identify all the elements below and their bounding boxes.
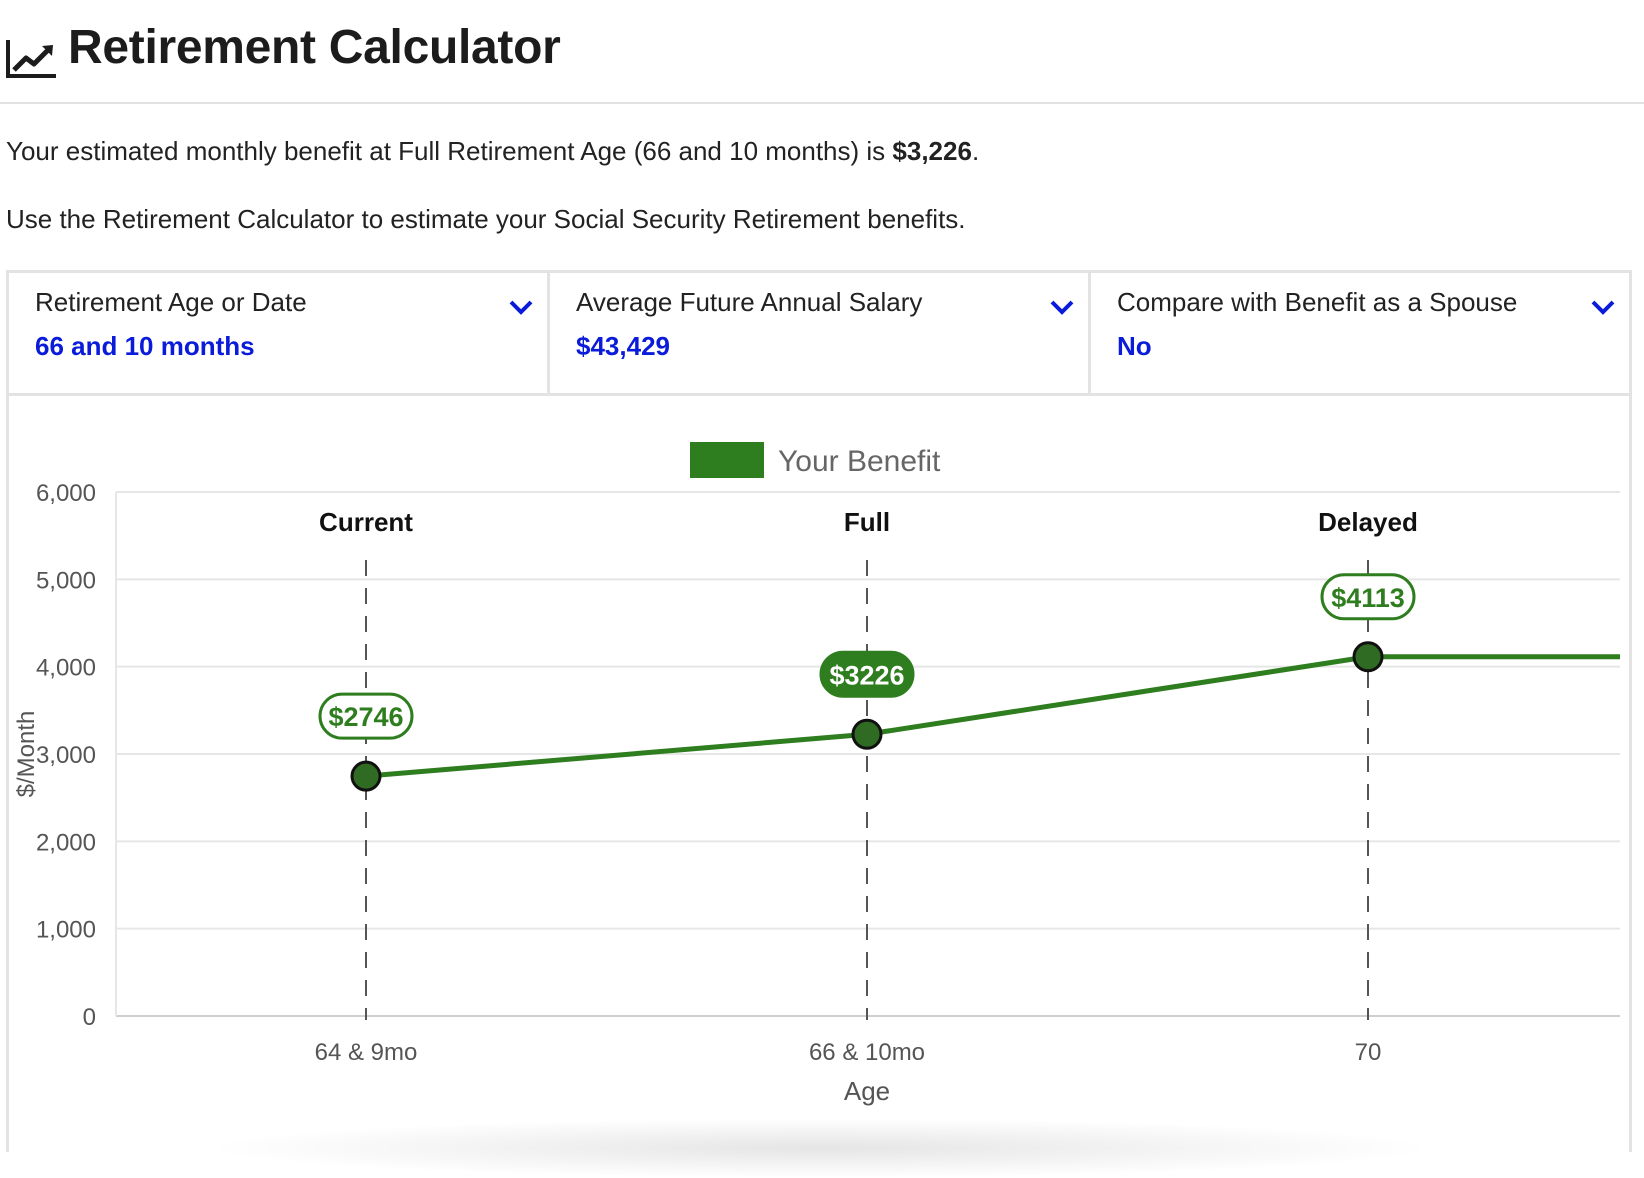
legend-swatch: [690, 442, 764, 478]
spouse-benefit-dropdown[interactable]: Compare with Benefit as a Spouse No: [1091, 273, 1629, 393]
annual-salary-value: $43,429: [576, 331, 670, 361]
x-tick-label: 70: [1355, 1039, 1382, 1066]
spouse-benefit-label: Compare with Benefit as a Spouse: [1117, 287, 1518, 317]
marker-label: Full: [844, 507, 890, 537]
chart-line-icon: [6, 40, 56, 78]
chevron-down-icon: [1050, 300, 1074, 315]
summary-prefix: Your estimated monthly benefit at Full R…: [6, 136, 893, 166]
chevron-down-icon: [509, 300, 533, 315]
annual-salary-dropdown[interactable]: Average Future Annual Salary $43,429: [550, 273, 1091, 393]
data-point: [350, 760, 382, 792]
x-tick-label: 66 & 10mo: [809, 1039, 925, 1066]
data-label-bubble: [1320, 573, 1416, 621]
page-title: Retirement Calculator: [68, 21, 561, 74]
retirement-age-dropdown[interactable]: Retirement Age or Date 66 and 10 months: [9, 273, 550, 393]
y-tick-label: 4,000: [36, 655, 96, 682]
y-tick-label: 3,000: [36, 742, 96, 769]
benefit-chart-panel: [6, 396, 1632, 1152]
marker-label: Current: [319, 507, 413, 537]
scroll-shadow: [200, 1118, 1440, 1178]
x-axis-label: Age: [844, 1076, 890, 1106]
y-tick-label: 2,000: [36, 829, 96, 856]
y-tick-label: 5,000: [36, 567, 96, 594]
x-tick-label: 64 & 9mo: [315, 1039, 418, 1066]
chevron-down-icon: [1591, 300, 1615, 315]
benefit-line: [365, 654, 1620, 779]
summary-amount: $3,226: [892, 136, 972, 166]
y-tick-label: 0: [83, 1004, 96, 1031]
data-label: $2746: [328, 702, 403, 732]
data-label: $4113: [1331, 583, 1405, 613]
benefit-chart: 0 1,000 2,000 3,000 4,000 5,000 6,000 $/Month Ag…: [13, 442, 1620, 1106]
marker-label: Delayed: [1318, 507, 1418, 537]
data-point: [1352, 641, 1384, 673]
calculator-controls: Retirement Age or Date 66 and 10 months …: [6, 270, 1632, 396]
data-label-bubble: [819, 650, 915, 698]
data-point: [851, 718, 883, 750]
spouse-benefit-value: No: [1117, 331, 1152, 361]
annual-salary-label: Average Future Annual Salary: [576, 287, 923, 317]
retirement-age-value: 66 and 10 months: [35, 331, 255, 361]
data-label: $3226: [829, 660, 904, 690]
benefit-summary: Your estimated monthly benefit at Full R…: [6, 136, 979, 167]
legend-label: Your Benefit: [778, 445, 941, 478]
y-axis-label: $/Month: [13, 711, 40, 798]
summary-suffix: .: [971, 136, 980, 166]
calculator-description: Use the Retirement Calculator to estimat…: [6, 204, 966, 234]
data-label-bubble: [318, 692, 414, 740]
retirement-age-label: Retirement Age or Date: [35, 287, 307, 317]
y-tick-label: 6,000: [36, 480, 96, 507]
page-header: Retirement Calculator: [0, 0, 1644, 104]
y-tick-label: 1,000: [36, 917, 96, 944]
